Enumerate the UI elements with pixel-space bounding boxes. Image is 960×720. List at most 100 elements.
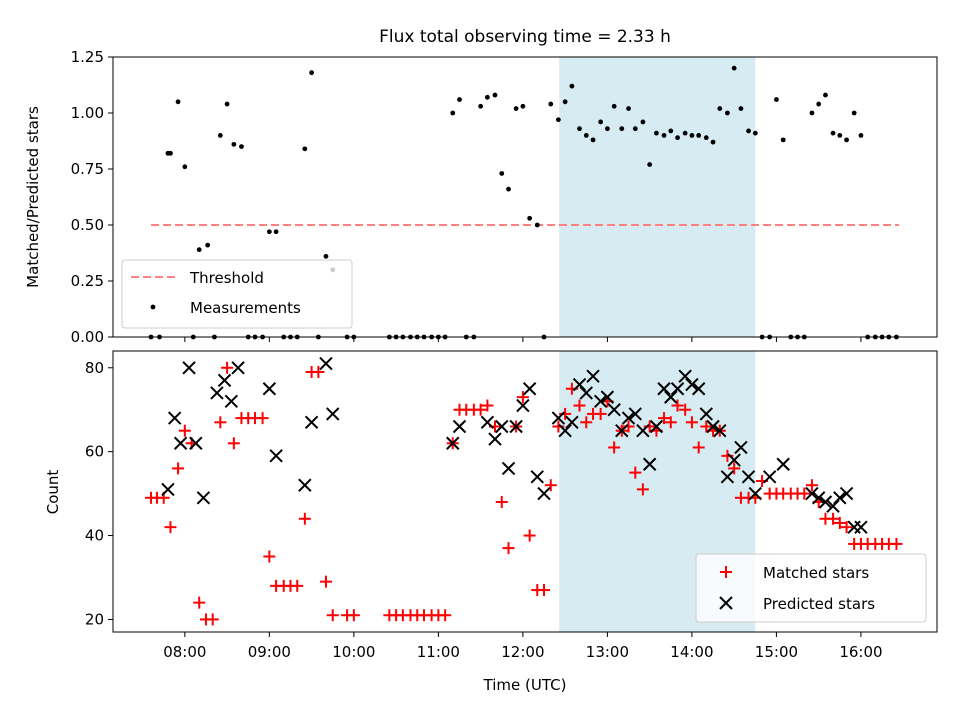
predicted-stars-point (196, 491, 211, 505)
measurement-point (492, 92, 498, 98)
predicted-stars-point (818, 495, 833, 509)
x-tick-label: 15:00 (755, 643, 798, 661)
matched-stars-point (827, 512, 840, 525)
predicted-stars-point (600, 390, 615, 404)
top-y-tick-label: 1.25 (71, 48, 104, 66)
predicted-stars-point (691, 382, 706, 396)
predicted-stars-point (713, 423, 727, 438)
predicted-stars-point (670, 382, 685, 396)
top-y-tick-label: 0.25 (71, 272, 104, 290)
predicted-stars-point (516, 398, 530, 413)
matched-stars-point (700, 420, 713, 433)
predicted-stars-point (509, 419, 523, 434)
bottom-legend: Matched stars Predicted stars (695, 553, 927, 623)
measurement-point (851, 110, 857, 116)
predicted-stars-point (298, 478, 312, 492)
predicted-stars-point (621, 411, 636, 425)
measurement-point (661, 133, 667, 138)
measurement-point (478, 103, 484, 109)
x-tick-label: 13:00 (586, 643, 629, 661)
predicted-stars-point (558, 423, 572, 438)
measurement-point (844, 137, 849, 143)
x-tick-label: 14:00 (670, 643, 713, 661)
top-shaded-interval (559, 57, 756, 337)
top-y-tick-label: 0.75 (71, 160, 104, 178)
measurement-point (217, 133, 223, 138)
legend-measurements-swatch (150, 304, 156, 310)
matched-stars-point (594, 407, 607, 420)
matched-stars-point (721, 449, 734, 462)
matched-stars-point (193, 596, 206, 609)
predicted-stars-point (326, 407, 340, 421)
legend-threshold-label: Threshold (189, 269, 264, 287)
predicted-stars-point (720, 470, 735, 484)
x-tick-label: 11:00 (417, 643, 460, 661)
top-y-axis-label: Matched/Predicted stars (24, 106, 42, 288)
matched-stars-point (559, 407, 572, 420)
predicted-stars-point (678, 369, 692, 383)
measurement-point (168, 150, 173, 156)
predicted-stars-point (706, 419, 720, 434)
measurement-point (632, 126, 638, 132)
top-y-tick-label: 0.00 (71, 328, 104, 346)
measurement-point (590, 137, 596, 143)
matched-stars-point (256, 412, 269, 425)
predicted-stars-point (762, 470, 777, 484)
bottom-y-tick-label: 60 (85, 443, 104, 461)
predicted-stars-point (501, 461, 516, 476)
measurement-point (323, 253, 329, 259)
predicted-stars-point (839, 486, 854, 501)
measurement-point (816, 101, 822, 107)
predicted-stars-point (452, 419, 467, 434)
measurement-point (823, 92, 828, 98)
top-y-tick-label: 1.00 (71, 104, 104, 122)
predicted-stars-point (537, 486, 551, 501)
predicted-stars-point (167, 411, 182, 425)
predicted-stars-point (826, 499, 840, 513)
matched-stars-point (805, 479, 818, 492)
legend-matched-swatch (720, 566, 732, 578)
measurement-point (647, 162, 653, 167)
measurement-point (520, 103, 526, 109)
predicted-stars-point (480, 415, 495, 430)
matched-stars-point (538, 584, 551, 597)
matched-stars-point (474, 403, 487, 416)
predicted-stars-point (189, 436, 203, 450)
matched-stars-point (298, 512, 311, 525)
matched-stars-point (658, 412, 671, 425)
predicted-stars-point (649, 419, 664, 434)
predicted-stars-point (262, 382, 277, 396)
matched-stars-point (798, 487, 811, 500)
measurement-point (555, 117, 561, 123)
predicted-stars-point (551, 411, 566, 425)
legend-measurements-label: Measurements (190, 299, 301, 317)
x-tick-label: 08:00 (163, 643, 206, 661)
measurement-point (774, 97, 779, 102)
predicted-stars-point (269, 449, 283, 463)
measurement-point (450, 110, 456, 116)
measurement-point (668, 128, 674, 134)
predicted-stars-point (685, 377, 699, 392)
matched-stars-point (178, 424, 191, 437)
measurement-point (746, 128, 751, 134)
matched-stars-point (516, 391, 529, 404)
predicted-stars-point (805, 486, 819, 501)
predicted-stars-point (565, 415, 579, 430)
predicted-stars-point (776, 457, 790, 471)
matched-stars-point (326, 609, 339, 622)
measurement-point (224, 101, 230, 107)
legend-matched-label: Matched stars (763, 564, 869, 582)
measurement-point (605, 126, 610, 132)
matched-stars-point (643, 420, 656, 433)
predicted-stars-point (173, 436, 188, 450)
measurement-point (309, 70, 315, 76)
predicted-stars-point (224, 394, 239, 409)
measurement-point (731, 65, 737, 71)
measurement-point (175, 99, 181, 105)
top-axes-frame (112, 56, 938, 338)
top-legend: Threshold Measurements (121, 259, 353, 329)
predicted-stars-point (572, 377, 587, 392)
matched-stars-point (221, 361, 234, 374)
measurement-point (302, 146, 308, 152)
predicted-stars-point (231, 361, 245, 375)
